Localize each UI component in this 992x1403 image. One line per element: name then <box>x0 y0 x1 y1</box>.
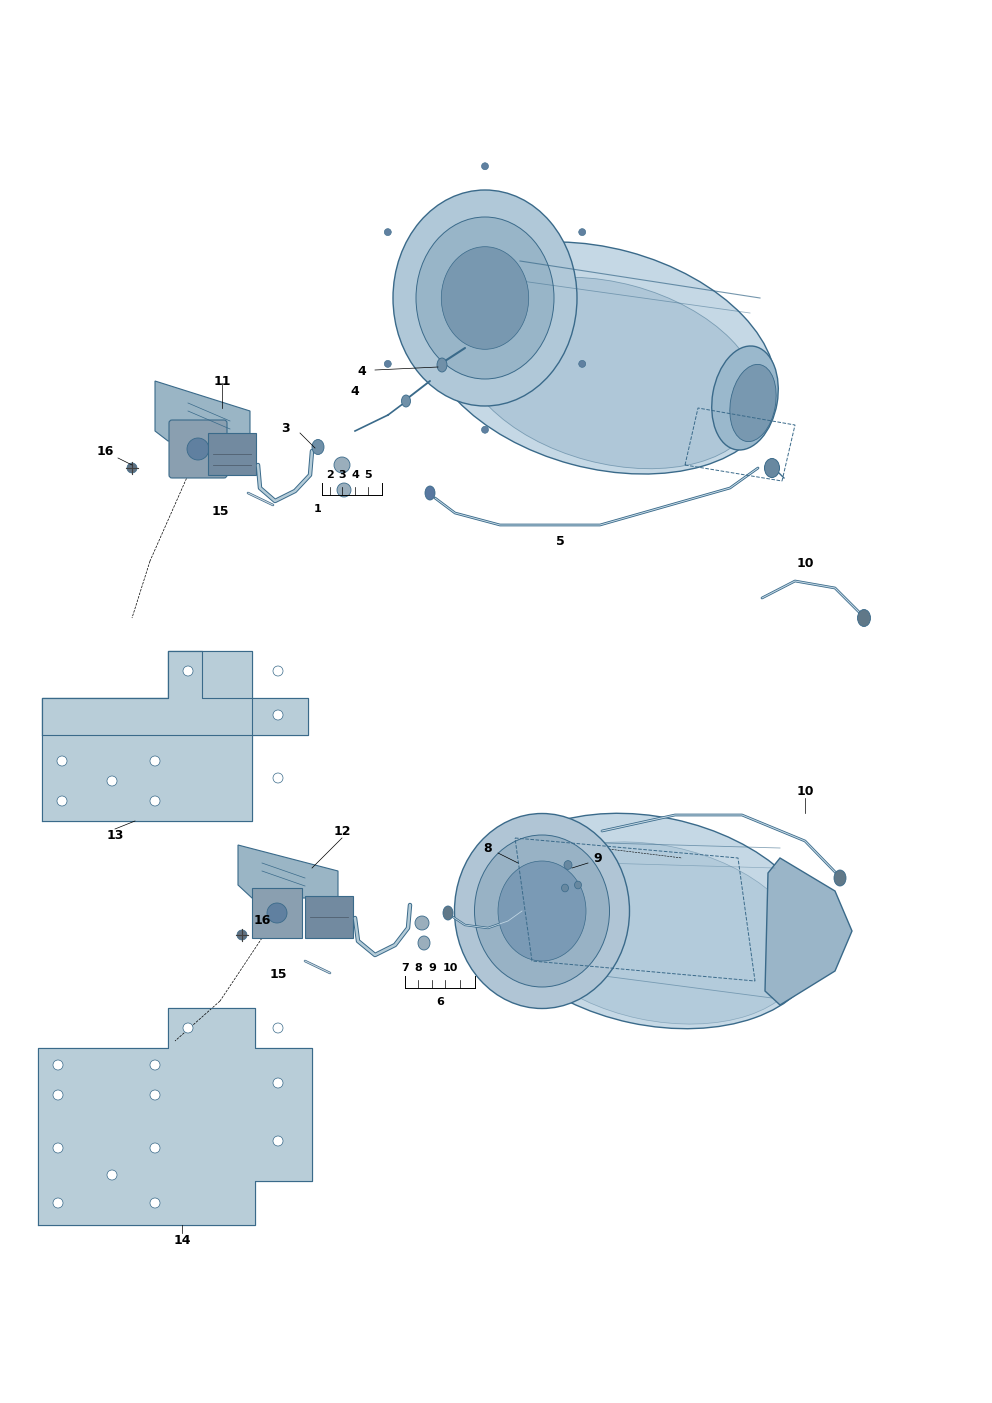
Ellipse shape <box>578 229 585 236</box>
Polygon shape <box>155 382 250 441</box>
Text: 8: 8 <box>484 842 492 854</box>
Ellipse shape <box>454 814 630 1009</box>
Ellipse shape <box>150 1061 160 1070</box>
Ellipse shape <box>481 427 488 434</box>
FancyBboxPatch shape <box>305 897 353 939</box>
Ellipse shape <box>393 189 577 405</box>
Polygon shape <box>238 845 338 898</box>
Ellipse shape <box>460 278 760 469</box>
Text: 4: 4 <box>351 470 359 480</box>
Ellipse shape <box>273 1136 283 1146</box>
Ellipse shape <box>498 861 586 961</box>
Ellipse shape <box>425 485 435 499</box>
Ellipse shape <box>273 1023 283 1033</box>
Text: 5: 5 <box>556 535 564 547</box>
Text: 10: 10 <box>797 557 813 570</box>
Text: 16: 16 <box>96 445 114 457</box>
Text: 1: 1 <box>314 504 321 513</box>
FancyBboxPatch shape <box>169 419 227 478</box>
Ellipse shape <box>150 1143 160 1153</box>
Ellipse shape <box>443 906 453 920</box>
Ellipse shape <box>384 361 391 368</box>
Ellipse shape <box>312 439 324 455</box>
Polygon shape <box>765 859 852 1005</box>
Ellipse shape <box>273 666 283 676</box>
Ellipse shape <box>484 814 819 1028</box>
Ellipse shape <box>107 1170 117 1180</box>
Ellipse shape <box>384 229 391 236</box>
Ellipse shape <box>418 936 430 950</box>
Ellipse shape <box>578 361 585 368</box>
Ellipse shape <box>267 904 287 923</box>
Ellipse shape <box>127 463 137 473</box>
Ellipse shape <box>57 756 67 766</box>
Ellipse shape <box>402 396 411 407</box>
Ellipse shape <box>834 870 846 887</box>
Ellipse shape <box>765 459 780 477</box>
FancyBboxPatch shape <box>252 888 302 939</box>
Ellipse shape <box>337 483 351 497</box>
Text: 15: 15 <box>269 968 287 982</box>
Text: 4: 4 <box>350 384 359 397</box>
Text: 16: 16 <box>253 915 271 927</box>
Ellipse shape <box>53 1061 63 1070</box>
Ellipse shape <box>711 347 779 450</box>
Text: 14: 14 <box>174 1235 190 1247</box>
Polygon shape <box>42 651 308 821</box>
Ellipse shape <box>415 916 429 930</box>
Text: 15: 15 <box>211 505 229 518</box>
Text: 11: 11 <box>213 375 231 387</box>
Ellipse shape <box>441 247 529 349</box>
Ellipse shape <box>150 796 160 805</box>
Polygon shape <box>42 651 252 735</box>
Ellipse shape <box>437 358 447 372</box>
Ellipse shape <box>509 842 805 1024</box>
Text: 9: 9 <box>593 852 602 864</box>
Ellipse shape <box>183 1023 193 1033</box>
Ellipse shape <box>183 666 193 676</box>
Text: 10: 10 <box>442 962 457 974</box>
Ellipse shape <box>150 1198 160 1208</box>
Ellipse shape <box>150 1090 160 1100</box>
Ellipse shape <box>273 773 283 783</box>
Ellipse shape <box>481 163 488 170</box>
Ellipse shape <box>150 756 160 766</box>
FancyBboxPatch shape <box>208 434 256 476</box>
Ellipse shape <box>187 438 209 460</box>
Ellipse shape <box>273 1078 283 1087</box>
Ellipse shape <box>57 796 67 805</box>
Ellipse shape <box>273 710 283 720</box>
Text: 12: 12 <box>333 825 351 838</box>
Ellipse shape <box>561 884 568 892</box>
Ellipse shape <box>334 457 350 473</box>
Text: 3: 3 <box>281 421 290 435</box>
Ellipse shape <box>730 365 776 442</box>
Ellipse shape <box>424 241 776 474</box>
Text: 13: 13 <box>106 829 124 842</box>
Ellipse shape <box>237 930 247 940</box>
Text: 2: 2 <box>326 470 334 480</box>
Ellipse shape <box>857 609 871 627</box>
Ellipse shape <box>107 776 117 786</box>
Text: 6: 6 <box>436 998 444 1007</box>
Ellipse shape <box>416 217 554 379</box>
Text: 7: 7 <box>401 962 409 974</box>
Ellipse shape <box>53 1198 63 1208</box>
Text: 9: 9 <box>429 962 435 974</box>
Ellipse shape <box>574 881 581 890</box>
Ellipse shape <box>53 1143 63 1153</box>
Text: 10: 10 <box>797 784 813 797</box>
Ellipse shape <box>474 835 609 986</box>
Text: 4: 4 <box>358 365 366 377</box>
Text: 3: 3 <box>338 470 346 480</box>
Ellipse shape <box>53 1090 63 1100</box>
Text: 8: 8 <box>414 962 422 974</box>
Polygon shape <box>38 1007 312 1225</box>
Text: 5: 5 <box>364 470 372 480</box>
Ellipse shape <box>564 860 572 870</box>
